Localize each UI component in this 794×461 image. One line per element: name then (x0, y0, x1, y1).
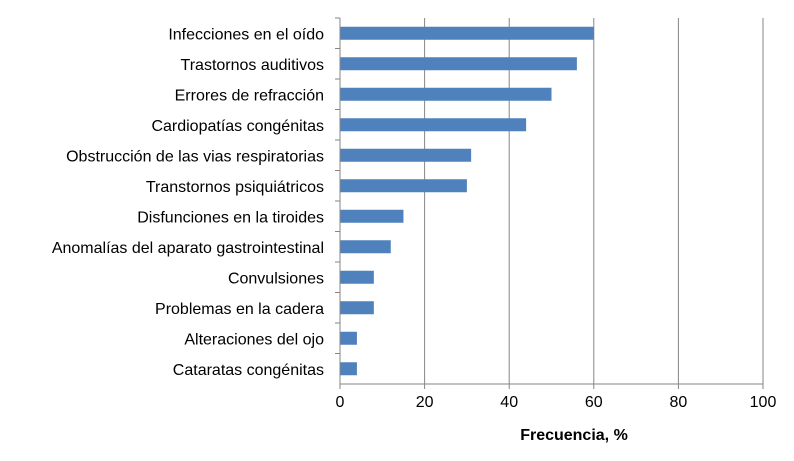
x-tick-label: 0 (336, 394, 345, 411)
bar (340, 148, 472, 162)
category-label: Convulsiones (228, 270, 324, 287)
bar (340, 87, 552, 101)
category-label: Alteraciones del ojo (184, 331, 324, 348)
bar (340, 240, 391, 254)
category-label: Disfunciones en la tiroides (137, 209, 324, 226)
bar (340, 331, 357, 345)
bar (340, 209, 404, 223)
x-tick-label: 40 (500, 394, 518, 411)
category-label: Infecciones en el oído (168, 26, 324, 43)
bar (340, 301, 374, 315)
bars (340, 26, 594, 376)
bar (340, 57, 577, 71)
category-labels: Infecciones en el oído Trastornos auditiv… (52, 26, 324, 379)
category-label: Cardiopatías congénitas (151, 118, 324, 135)
x-axis-title: Frecuencia, % (520, 427, 628, 444)
bar (340, 362, 357, 376)
bar (340, 118, 527, 132)
bar (340, 26, 594, 40)
bar (340, 270, 374, 284)
x-tick-label: 20 (416, 394, 434, 411)
bar (340, 179, 467, 193)
category-label: Cataratas congénitas (173, 362, 324, 379)
x-tick-labels: 0 20 40 60 80 100 (336, 394, 777, 411)
category-label: Anomalías del aparato gastrointestinal (52, 240, 324, 257)
category-label: Errores de refracción (175, 87, 324, 104)
category-label: Trastornos auditivos (181, 57, 324, 74)
category-label: Problemas en la cadera (155, 301, 324, 318)
x-tick-label: 60 (585, 394, 603, 411)
grid-lines (335, 17, 764, 389)
x-tick-label: 80 (670, 394, 688, 411)
category-label: Transtornos psiquiátricos (146, 179, 324, 196)
category-label: Obstrucción de las vias respiratorias (66, 148, 324, 165)
x-tick-label: 100 (750, 394, 777, 411)
